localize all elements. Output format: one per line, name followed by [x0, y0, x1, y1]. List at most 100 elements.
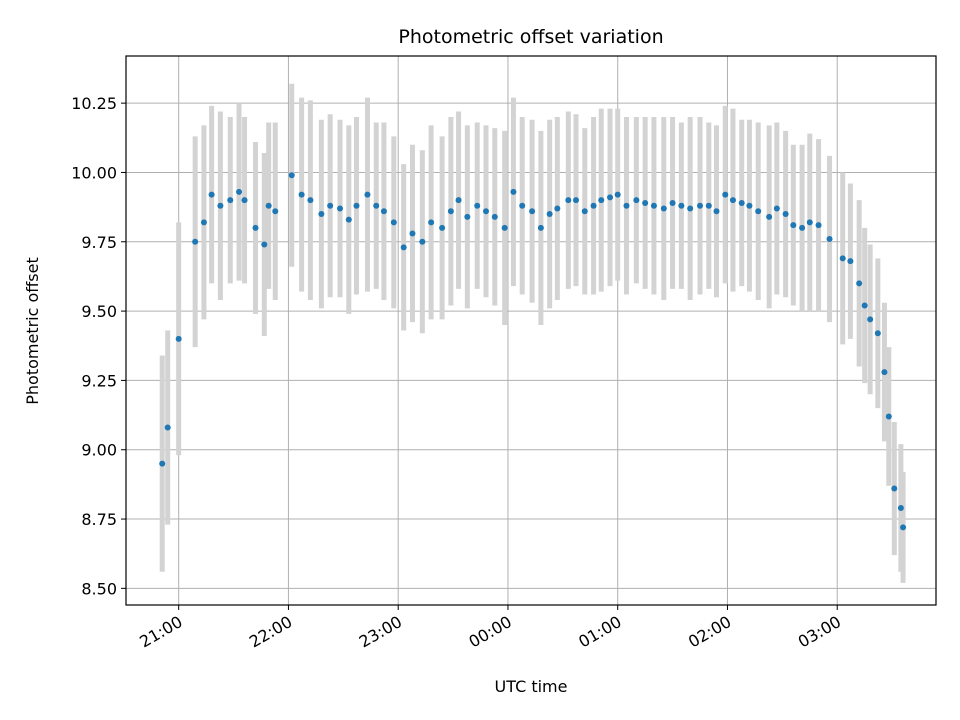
y-axis-ticks: 8.50 8.75 9.00 9.25 9.50 9.75 10.00 10.25 — [71, 94, 126, 598]
error-bars — [159, 83, 906, 583]
data-point — [428, 219, 435, 226]
data-point — [782, 211, 789, 218]
data-point — [839, 255, 846, 262]
data-point — [200, 219, 207, 226]
data-point — [746, 202, 753, 209]
data-point — [227, 197, 234, 204]
data-point — [327, 202, 334, 209]
x-axis-label: UTC time — [495, 677, 568, 696]
x-tick-label: 00:00 — [466, 612, 515, 652]
data-point — [455, 197, 462, 204]
data-point — [885, 413, 892, 420]
data-point — [881, 369, 888, 376]
plot-frame — [125, 55, 937, 606]
x-axis-ticks: 21:00 22:00 23:00 00:00 01:00 02:00 03:00 — [136, 605, 844, 652]
data-point — [697, 202, 704, 209]
data-point — [159, 460, 166, 467]
y-axis-label: Photometric offset — [23, 257, 42, 405]
data-point — [713, 208, 720, 215]
data-point — [261, 241, 268, 248]
data-point — [847, 258, 854, 265]
data-point — [669, 199, 676, 206]
y-tick-label: 10.00 — [71, 163, 117, 182]
x-tick-label: 02:00 — [685, 612, 734, 652]
y-tick-label: 9.25 — [81, 371, 117, 390]
data-point — [755, 208, 762, 215]
data-point — [687, 205, 694, 212]
data-point — [164, 424, 171, 431]
data-point — [897, 504, 904, 511]
data-point — [729, 197, 736, 204]
data-point — [439, 224, 446, 231]
data-point — [217, 202, 224, 209]
data-point — [337, 205, 344, 212]
data-point — [738, 199, 745, 206]
data-point — [598, 197, 605, 204]
data-point — [318, 211, 325, 218]
data-point — [519, 202, 526, 209]
data-point — [307, 197, 314, 204]
data-point — [400, 244, 407, 251]
data-point — [766, 213, 773, 220]
x-tick-label: 01:00 — [575, 612, 624, 652]
data-point — [799, 224, 806, 231]
data-point — [806, 219, 813, 226]
data-point — [773, 205, 780, 212]
x-tick-label: 03:00 — [795, 612, 844, 652]
data-point — [623, 202, 630, 209]
data-point — [474, 202, 481, 209]
data-point — [815, 222, 822, 229]
data-point — [501, 224, 508, 231]
data-point — [175, 335, 182, 342]
data-point — [565, 197, 572, 204]
data-point — [236, 188, 243, 195]
y-tick-label: 9.50 — [81, 302, 117, 321]
data-point — [633, 197, 640, 204]
data-point — [390, 219, 397, 226]
chart-title: Photometric offset variation — [398, 26, 663, 48]
data-point — [491, 213, 498, 220]
data-point — [447, 208, 454, 215]
data-point — [650, 202, 657, 209]
data-point — [573, 197, 579, 204]
y-tick-label: 9.75 — [81, 233, 117, 252]
x-tick-label: 21:00 — [136, 612, 185, 652]
y-tick-label: 10.25 — [71, 94, 117, 113]
data-point — [554, 205, 561, 212]
data-point — [529, 208, 536, 215]
data-point — [364, 191, 371, 198]
data-point — [373, 202, 380, 209]
data-point — [705, 202, 712, 209]
data-point — [790, 222, 797, 229]
data-point — [642, 199, 649, 206]
data-point — [483, 208, 489, 215]
data-point — [419, 238, 426, 245]
data-point — [900, 524, 907, 531]
data-point — [345, 216, 352, 223]
x-tick-label: 23:00 — [356, 612, 405, 652]
data-point — [590, 202, 597, 209]
data-point — [192, 238, 199, 245]
data-point — [614, 191, 621, 198]
data-point — [380, 208, 387, 215]
y-tick-label: 9.00 — [81, 441, 117, 460]
data-point — [861, 302, 868, 309]
data-point — [288, 172, 295, 179]
x-tick-label: 22:00 — [246, 612, 295, 652]
data-point — [208, 191, 215, 198]
data-point — [265, 202, 272, 209]
y-tick-label: 8.50 — [81, 579, 117, 598]
data-point — [272, 208, 279, 215]
data-point — [678, 202, 685, 209]
data-point — [298, 191, 305, 198]
data-point — [353, 202, 360, 209]
data-point — [464, 213, 471, 220]
data-point — [856, 280, 863, 287]
data-point — [241, 197, 248, 204]
data-point — [874, 330, 881, 337]
data-point — [252, 224, 259, 231]
data-point — [891, 485, 898, 492]
y-tick-label: 8.75 — [81, 510, 117, 529]
data-point — [867, 316, 874, 323]
